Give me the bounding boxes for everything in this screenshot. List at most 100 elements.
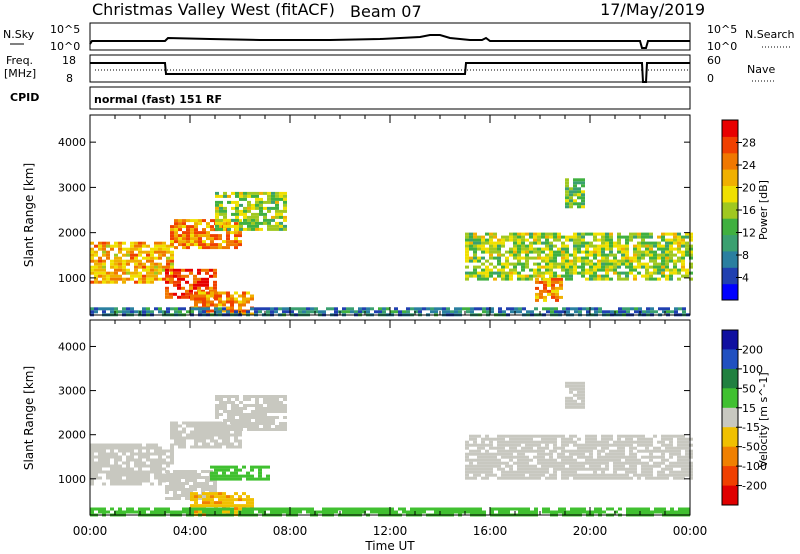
heatmap-cell xyxy=(549,458,553,462)
heatmap-cell xyxy=(678,507,682,511)
heatmap-cell xyxy=(485,464,489,468)
heatmap-cell xyxy=(158,250,162,254)
heatmap-cell xyxy=(589,476,593,480)
heatmap-cell xyxy=(490,310,494,314)
heatmap-cell xyxy=(150,250,154,254)
heatmap-cell xyxy=(422,307,426,311)
heatmap-cell xyxy=(489,235,493,239)
heatmap-cell xyxy=(581,452,585,456)
date-title: 17/May/2019 xyxy=(600,0,705,19)
heatmap-cell xyxy=(569,262,573,266)
heatmap-cell xyxy=(174,424,178,428)
heatmap-cell xyxy=(90,479,94,483)
heatmap-cell xyxy=(645,446,649,450)
heatmap-cell xyxy=(209,286,213,290)
heatmap-cell xyxy=(681,470,685,474)
heatmap-cell xyxy=(202,231,206,235)
heatmap-cell xyxy=(525,461,529,465)
heatmap-cell xyxy=(279,197,283,201)
heatmap-cell xyxy=(234,310,238,314)
heatmap-cell xyxy=(539,280,543,284)
heatmap-cell xyxy=(529,434,533,438)
heatmap-cell xyxy=(581,244,585,248)
heatmap-cell xyxy=(477,247,481,251)
heatmap-cell xyxy=(645,455,649,459)
heatmap-cell xyxy=(605,461,609,465)
heatmap-cell xyxy=(569,390,573,394)
heatmap-cell xyxy=(601,241,605,245)
heatmap-cell xyxy=(565,187,569,191)
heatmap-cell xyxy=(338,507,342,511)
heatmap-cell xyxy=(535,298,539,302)
heatmap-cell xyxy=(242,291,246,295)
heatmap-cell xyxy=(605,452,609,456)
heatmap-cell xyxy=(537,235,541,239)
heatmap-cell xyxy=(685,455,689,459)
heatmap-cell xyxy=(625,473,629,477)
heatmap-cell xyxy=(350,507,354,511)
heatmap-cell xyxy=(242,510,246,514)
heatmap-cell xyxy=(462,307,466,311)
heatmap-cell xyxy=(481,467,485,471)
heatmap-cell xyxy=(545,256,549,260)
heatmap-cell xyxy=(227,410,231,413)
heatmap-cell xyxy=(605,241,609,245)
heatmap-cell xyxy=(537,452,541,456)
heatmap-cell xyxy=(275,227,279,231)
heatmap-cell xyxy=(235,404,239,407)
heatmap-cell xyxy=(561,449,565,453)
heatmap-cell xyxy=(498,310,502,314)
heatmap-cell xyxy=(275,221,279,225)
heatmap-cell xyxy=(154,458,158,462)
heatmap-cell xyxy=(618,507,622,511)
heatmap-cell xyxy=(114,280,118,284)
heatmap-cell xyxy=(126,268,130,272)
heatmap-cell xyxy=(617,440,621,444)
heatmap-cell xyxy=(569,193,573,197)
heatmap-cell xyxy=(625,461,629,465)
heatmap-cell xyxy=(633,268,637,272)
heatmap-cell xyxy=(210,433,214,437)
heatmap-cell xyxy=(222,501,226,505)
heatmap-cell xyxy=(201,476,205,479)
heatmap-cell xyxy=(509,262,513,266)
heatmap-cell xyxy=(138,241,142,245)
heatmap-cell xyxy=(114,473,118,477)
heatmap-cell xyxy=(489,250,493,254)
heatmap-cell xyxy=(533,268,537,272)
heatmap-cell xyxy=(219,212,223,216)
heatmap-cell xyxy=(298,507,302,511)
heatmap-cell xyxy=(263,218,267,222)
heatmap-cell xyxy=(206,492,210,496)
heatmap-cell xyxy=(218,294,222,298)
heatmap-cell xyxy=(613,262,617,266)
heatmap-cell xyxy=(238,219,242,223)
nsky-tick-top: 10^5 xyxy=(50,23,80,36)
heatmap-cell xyxy=(98,247,102,251)
heatmap-cell xyxy=(581,396,585,400)
heatmap-cell xyxy=(142,241,146,245)
heatmap-cell xyxy=(561,256,565,260)
heatmap-cell xyxy=(621,250,625,254)
heatmap-cell xyxy=(597,247,601,251)
heatmap-cell xyxy=(271,227,275,231)
heatmap-cell xyxy=(477,449,481,453)
heatmap-cell xyxy=(517,262,521,266)
colorbar-swatch xyxy=(722,185,738,203)
heatmap-cell xyxy=(114,259,118,263)
heatmap-cell xyxy=(238,300,242,304)
heatmap-cell xyxy=(251,212,255,216)
heatmap-cell xyxy=(214,234,218,238)
heatmap-cell xyxy=(494,507,498,511)
heatmap-cell xyxy=(505,259,509,263)
heatmap-cell xyxy=(653,476,657,480)
heatmap-cell xyxy=(565,196,569,200)
heatmap-cell xyxy=(601,277,605,281)
heatmap-cell xyxy=(493,265,497,269)
heatmap-cell xyxy=(185,289,189,293)
heatmap-cell xyxy=(465,274,469,278)
heatmap-cell xyxy=(645,461,649,465)
heatmap-cell xyxy=(146,250,150,254)
heatmap-cell xyxy=(561,452,565,456)
